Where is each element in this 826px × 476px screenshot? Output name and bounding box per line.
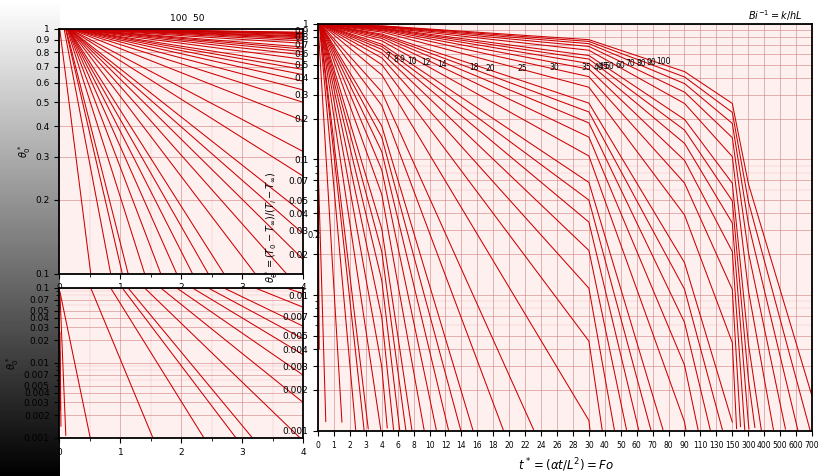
Text: 10: 10 <box>407 57 417 66</box>
Text: 8: 8 <box>394 55 398 64</box>
Text: 9: 9 <box>399 55 404 64</box>
Text: $t^* = (\alpha t / L^2) = Fo$: $t^* = (\alpha t / L^2) = Fo$ <box>518 456 614 474</box>
Text: $Bi^{-1} = k/hL$: $Bi^{-1} = k/hL$ <box>748 8 802 22</box>
Text: 0.2: 0.2 <box>307 231 320 240</box>
Text: 12: 12 <box>421 59 431 68</box>
Text: 9: 9 <box>0 475 1 476</box>
Text: 2.5: 2.5 <box>0 475 1 476</box>
Text: 6: 6 <box>0 475 1 476</box>
Text: 40: 40 <box>594 63 604 72</box>
Text: 30: 30 <box>549 63 559 72</box>
Text: 50: 50 <box>0 475 1 476</box>
Text: 100  50: 100 50 <box>170 14 205 23</box>
Text: 2: 2 <box>0 475 1 476</box>
Text: 7: 7 <box>386 52 391 61</box>
Text: 60: 60 <box>616 61 626 70</box>
Text: 18: 18 <box>469 63 479 72</box>
Text: 20: 20 <box>486 64 495 73</box>
Text: 10: 10 <box>0 475 1 476</box>
Text: 50: 50 <box>605 62 615 70</box>
Text: 100: 100 <box>0 475 1 476</box>
Text: 7: 7 <box>0 475 1 476</box>
Text: 35: 35 <box>581 63 591 72</box>
Y-axis label: $\theta^*_0$: $\theta^*_0$ <box>4 357 21 369</box>
Text: 30: 30 <box>0 475 1 476</box>
Y-axis label: $\theta^*_0 = (T_0-T_\infty)/(T_i-T_\infty)$: $\theta^*_0 = (T_0-T_\infty)/(T_i-T_\inf… <box>263 172 280 283</box>
Text: 45: 45 <box>599 61 608 70</box>
Y-axis label: $\theta^*_0$: $\theta^*_0$ <box>16 145 32 158</box>
Text: 80: 80 <box>637 59 646 68</box>
Text: 3: 3 <box>0 475 1 476</box>
Text: 14: 14 <box>438 60 447 69</box>
Text: 100: 100 <box>656 58 671 67</box>
Text: 20: 20 <box>0 475 1 476</box>
Text: 90: 90 <box>646 58 656 67</box>
Text: 25: 25 <box>517 64 527 73</box>
Text: 70: 70 <box>625 60 635 69</box>
